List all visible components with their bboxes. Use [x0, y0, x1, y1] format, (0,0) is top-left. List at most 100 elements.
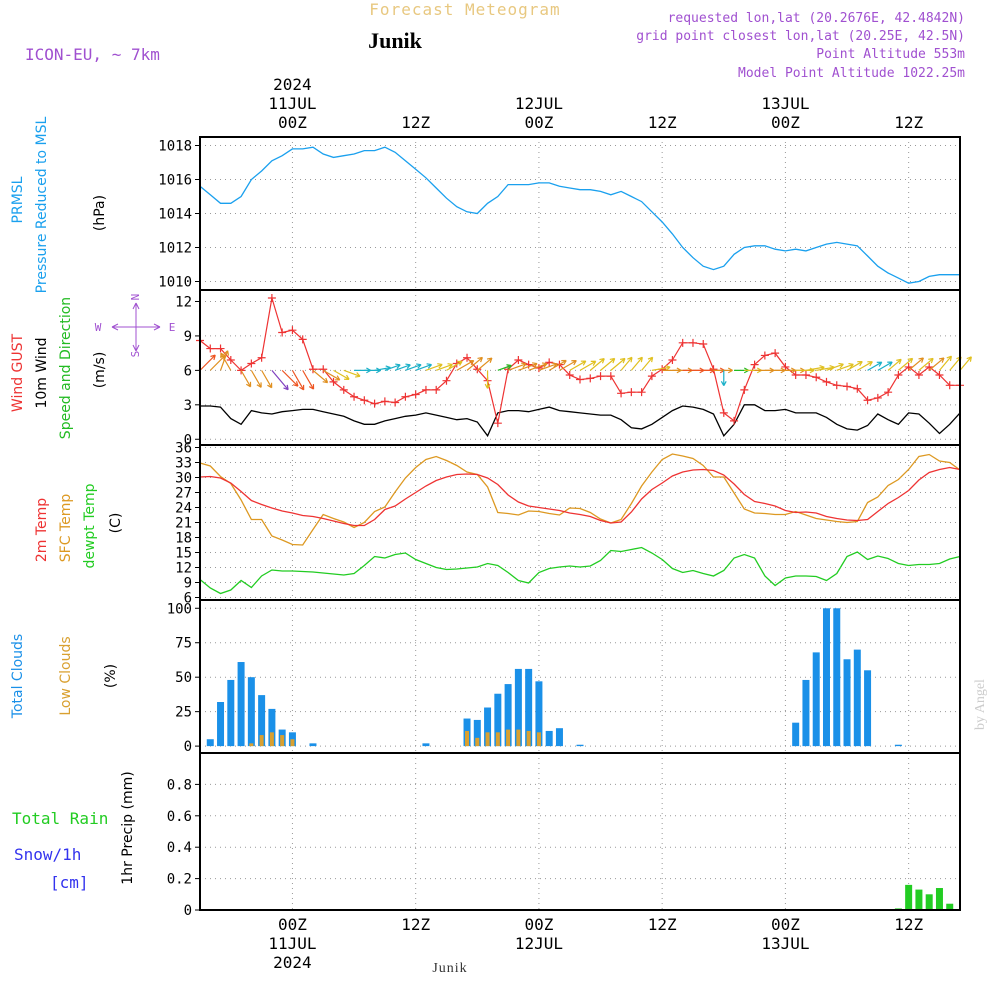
gust-point	[740, 385, 749, 394]
gust-point	[822, 377, 831, 386]
low-cloud-bar	[269, 732, 274, 747]
panel-precip: 0 0.2 0.4 0.6 0.8	[167, 752, 961, 919]
compass-w: W	[95, 321, 102, 334]
rain-bar	[935, 888, 943, 910]
total-cloud-bar	[792, 722, 800, 747]
wind-direction-arrow	[497, 364, 512, 371]
gust-point	[442, 376, 451, 385]
ytick-label: 21	[175, 516, 192, 532]
requested-coords: requested lon,lat (20.2676E, 42.4842N)	[668, 11, 965, 26]
gust-point	[853, 384, 862, 393]
wind-direction-arrow	[846, 360, 863, 371]
gust-point	[298, 335, 307, 344]
low-cloud-bar	[249, 743, 254, 747]
time-label-top: 13JUL	[761, 94, 809, 113]
ytick-label: 18	[175, 531, 192, 547]
gust-point	[545, 358, 554, 367]
gridpoint-coords: grid point closest lon,lat (20.25E, 42.5…	[636, 29, 965, 44]
wind-direction-arrow	[466, 356, 483, 371]
temp-unit: (C)	[108, 513, 124, 534]
ytick-label: 0.6	[167, 809, 192, 825]
ytick-label: 0.2	[167, 872, 192, 888]
time-label-top: 12Z	[648, 113, 677, 132]
ytick-label: 50	[175, 670, 192, 686]
wind-label: 10m Wind	[34, 337, 50, 408]
wind-direction-arrow	[436, 363, 453, 371]
ytick-label: 30	[175, 471, 192, 487]
total-cloud-bar	[545, 730, 553, 747]
wind-direction-arrow	[261, 370, 273, 389]
panel-clouds: 0 25 50 75 100	[167, 599, 961, 755]
direction-label: Speed and Direction	[58, 297, 74, 439]
gust-point	[627, 388, 636, 397]
ytick-label: 9	[184, 576, 192, 592]
time-label-top: 12Z	[894, 113, 923, 132]
wind-direction-arrow	[281, 369, 299, 387]
time-label-top: 00Z	[278, 113, 307, 132]
gust-point	[473, 365, 482, 374]
time-label-bottom: 11JUL	[268, 934, 316, 953]
gust-point	[945, 381, 954, 390]
compass-ns-arrow	[132, 302, 140, 352]
gust-point	[863, 396, 872, 405]
ytick-label: 12	[175, 294, 192, 310]
wind-unit: (m/s)	[92, 352, 108, 389]
gust-point	[606, 372, 615, 381]
total-cloud-bar	[535, 681, 543, 747]
time-label-top: 00Z	[771, 113, 800, 132]
wind-direction-arrow	[343, 369, 361, 378]
wind-direction-arrow	[713, 367, 733, 374]
wind-direction-arrow	[651, 364, 671, 371]
wind-direction-arrow	[589, 358, 605, 371]
gust-point	[360, 396, 369, 405]
total-cloud-bar	[812, 652, 820, 747]
total-cloud-bar	[853, 649, 861, 747]
temp-label: 2m Temp	[34, 498, 50, 562]
total-cloud-bar	[833, 608, 841, 747]
gust-point	[493, 419, 502, 428]
sfc-temp-line	[199, 453, 961, 546]
gust-point	[668, 356, 677, 365]
sfc-temp-label: SFC Temp	[58, 494, 74, 563]
gust-label: Wind GUST	[10, 333, 26, 412]
wind-direction-arrow	[322, 369, 341, 381]
gust-point	[350, 392, 359, 401]
compass-icon: W E N S	[95, 294, 176, 358]
gust-point	[401, 392, 410, 401]
chart-title: Forecast Meteogram	[369, 0, 560, 19]
gust-point	[380, 397, 389, 406]
wind-direction-arrow	[928, 357, 945, 371]
gust-point	[935, 370, 944, 379]
dewpoint-line	[199, 546, 961, 595]
rain-bar	[905, 884, 913, 910]
wind-direction-arrow	[836, 362, 854, 371]
compass-e: E	[169, 321, 176, 334]
wind-direction-arrow	[199, 354, 216, 371]
ytick-label: 1012	[158, 241, 192, 257]
ytick-label: 0.8	[167, 777, 192, 793]
gust-point	[226, 356, 235, 365]
wind-direction-arrow	[405, 363, 422, 371]
gust-point	[596, 372, 605, 381]
gust-point	[699, 339, 708, 348]
time-label-top: 12JUL	[515, 94, 563, 113]
total-cloud-bar	[864, 670, 872, 747]
panel-frame	[199, 752, 961, 911]
gust-point	[637, 388, 646, 397]
gust-point	[812, 373, 821, 382]
total-cloud-bar	[843, 659, 851, 747]
precip-unit: 1hr Precip (mm)	[120, 771, 136, 884]
ytick-label: 27	[175, 486, 192, 502]
time-label-bottom: 12Z	[894, 915, 923, 934]
ytick-label: 6	[184, 591, 192, 607]
time-label-bottom: 12Z	[648, 915, 677, 934]
wind-direction-arrow	[856, 361, 873, 371]
gust-point	[801, 370, 810, 379]
gust-point	[576, 375, 584, 384]
low-cloud-bar	[475, 737, 480, 747]
time-label-bottom: 13JUL	[761, 934, 809, 953]
wind-direction-arrow	[446, 360, 463, 371]
panel-pressure: 1010 1012 1014 1016 1018	[158, 136, 961, 291]
pressure-label-2: Pressure Reduced to MSL	[34, 116, 50, 293]
